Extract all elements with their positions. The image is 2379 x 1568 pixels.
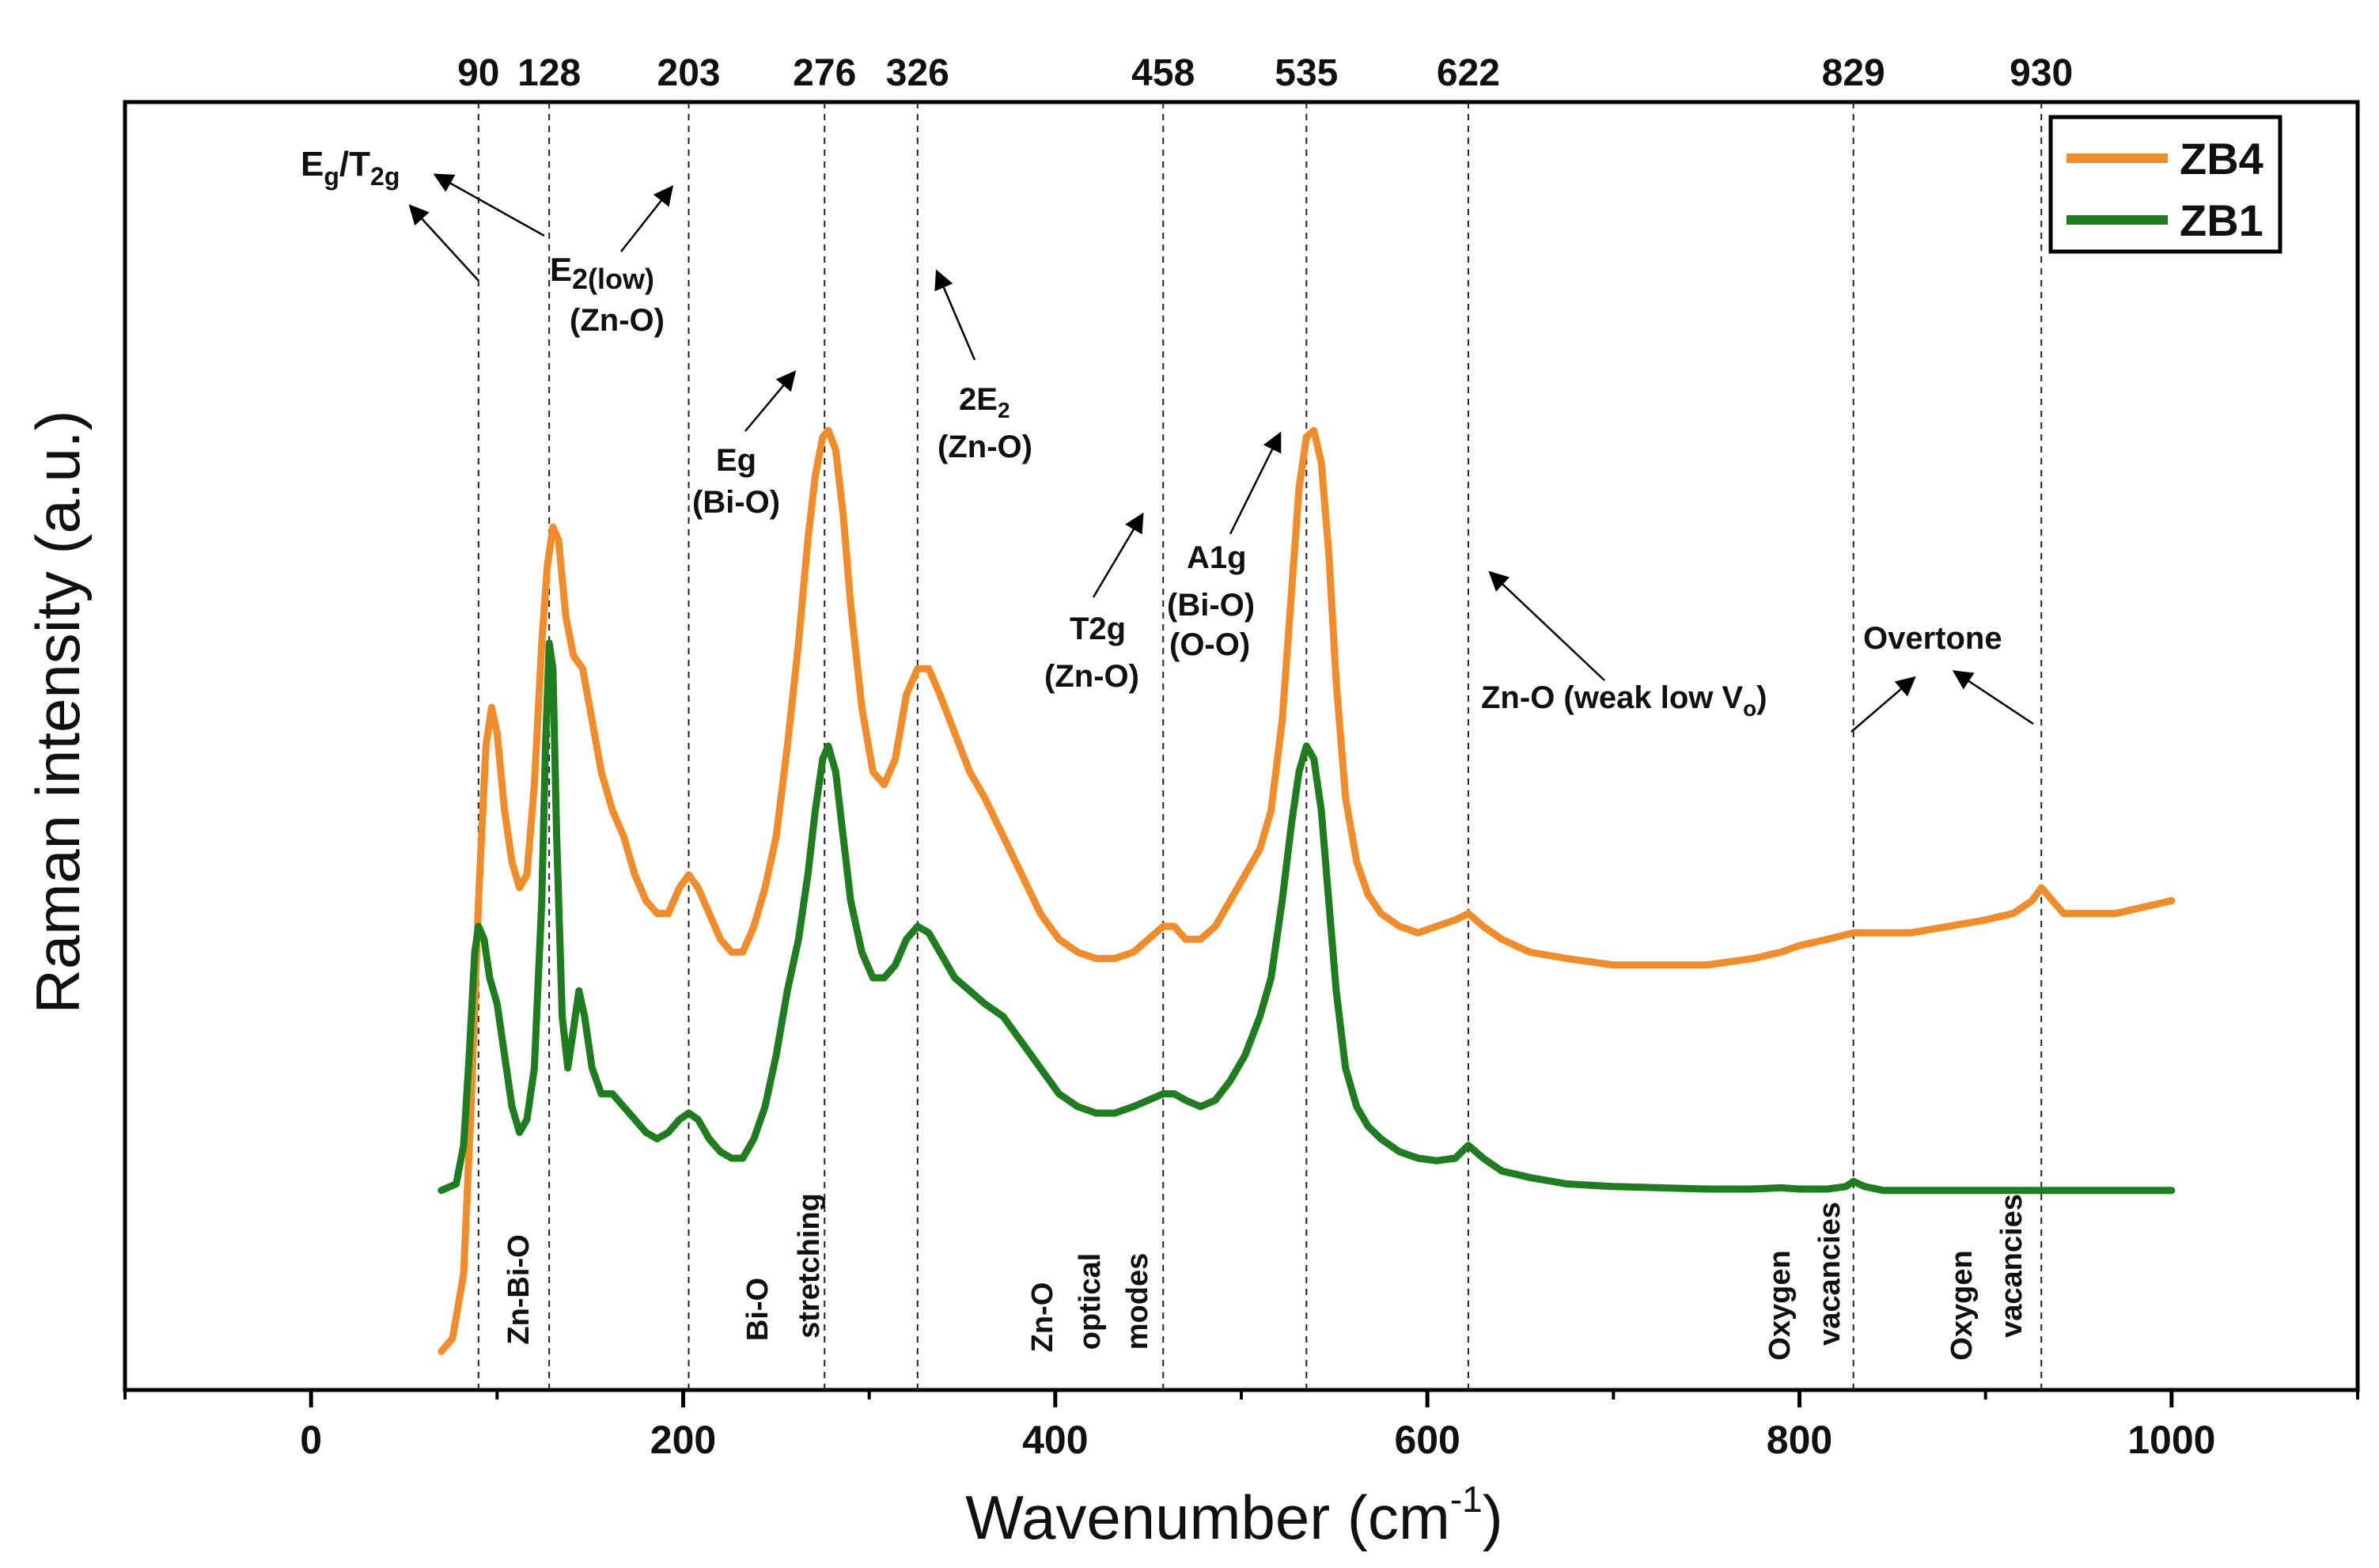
band-label-vacancies-1: vacancies [1813, 1202, 1847, 1346]
annot-e2-low-group: (Zn-O) [570, 303, 665, 338]
band-label-vacancies-2: vacancies [1995, 1194, 2029, 1338]
annot-t2g-group: (Zn-O) [1044, 659, 1139, 694]
band-label-optical: optical [1074, 1253, 1107, 1350]
annot-t2g: T2g [1070, 612, 1126, 646]
x-tick-label-400: 400 [1022, 1418, 1088, 1462]
annot-e2-low: E2(low) [550, 251, 654, 295]
annot-a1g-group1: (Bi-O) [1167, 588, 1255, 623]
annot-2e2-group: (Zn-O) [938, 430, 1032, 464]
band-label-bi-o: Bi-O [741, 1278, 775, 1341]
band-label-modes: modes [1121, 1253, 1154, 1350]
arrow-e2-low [620, 185, 674, 252]
x-tick-label-0: 0 [300, 1418, 322, 1462]
y-axis-label: Raman intensity (a.u.) [23, 411, 93, 1014]
arrow-t2g [1092, 512, 1144, 598]
reference-label-622: 622 [1437, 52, 1500, 94]
mode-annotations: Eg/T2g E2(low) (Zn-O) Eg (Bi-O) 2E2 (Zn-… [301, 145, 2002, 721]
annotation-arrows [408, 173, 2034, 733]
annot-eg: Eg [716, 443, 756, 478]
x-tick-label-600: 600 [1394, 1418, 1460, 1462]
series-layer [438, 426, 2176, 1355]
series-line-zb1 [438, 639, 2176, 1195]
arrow-overtone-2 [1952, 670, 2034, 725]
arrow-eg-t2g-1 [408, 204, 479, 282]
arrow-a1g [1229, 431, 1282, 535]
arrow-2e2 [934, 269, 976, 361]
legend: ZB4 ZB1 [2048, 115, 2282, 254]
reference-label-535: 535 [1275, 52, 1338, 94]
series-line-zb4 [438, 426, 2176, 1355]
reference-label-829: 829 [1822, 52, 1885, 94]
arrow-eg-t2g-2 [433, 173, 545, 237]
arrow-zno-weak [1488, 570, 1605, 681]
x-tick-label-200: 200 [650, 1418, 716, 1462]
annot-a1g-group2: (O-O) [1169, 627, 1250, 662]
annot-2e2: 2E2 [959, 382, 1010, 422]
annot-zno-weak: Zn-O (weak low Vo) [1481, 680, 1767, 721]
band-label-stretching: stretching [793, 1193, 826, 1339]
legend-label-zb1: ZB1 [2180, 195, 2263, 245]
reference-label-326: 326 [886, 52, 949, 94]
band-label-zn-o: Zn-O [1026, 1282, 1059, 1353]
band-label-oxygen-2: Oxygen [1945, 1250, 1979, 1360]
annot-eg-t2g: Eg/T2g [301, 145, 400, 191]
x-tick-label-800: 800 [1767, 1418, 1832, 1462]
reference-label-128: 128 [517, 52, 581, 94]
annot-eg-group: (Bi-O) [692, 485, 780, 520]
reference-label-276: 276 [793, 52, 856, 94]
x-axis-ticks: 0 200 400 600 800 1000 [123, 1390, 2359, 1462]
band-label-oxygen-1: Oxygen [1763, 1250, 1797, 1360]
annot-a1g: A1g [1187, 540, 1247, 575]
arrow-eg [744, 370, 797, 432]
reference-label-203: 203 [657, 52, 721, 94]
x-axis-label: Wavenumber (cm-1) [965, 1479, 1502, 1552]
band-label-zn-bi-o: Zn-Bi-O [502, 1234, 536, 1344]
annot-overtone: Overtone [1863, 621, 2002, 656]
legend-box [2048, 115, 2282, 254]
x-tick-label-1000: 1000 [2127, 1418, 2215, 1462]
reference-label-930: 930 [2010, 52, 2073, 94]
band-labels: Zn-Bi-O Bi-O stretching Zn-O optical mod… [502, 1193, 2029, 1361]
reference-label-458: 458 [1131, 52, 1195, 94]
legend-label-zb4: ZB4 [2180, 134, 2263, 184]
reference-label-90: 90 [457, 52, 499, 94]
arrow-overtone-1 [1851, 676, 1916, 733]
